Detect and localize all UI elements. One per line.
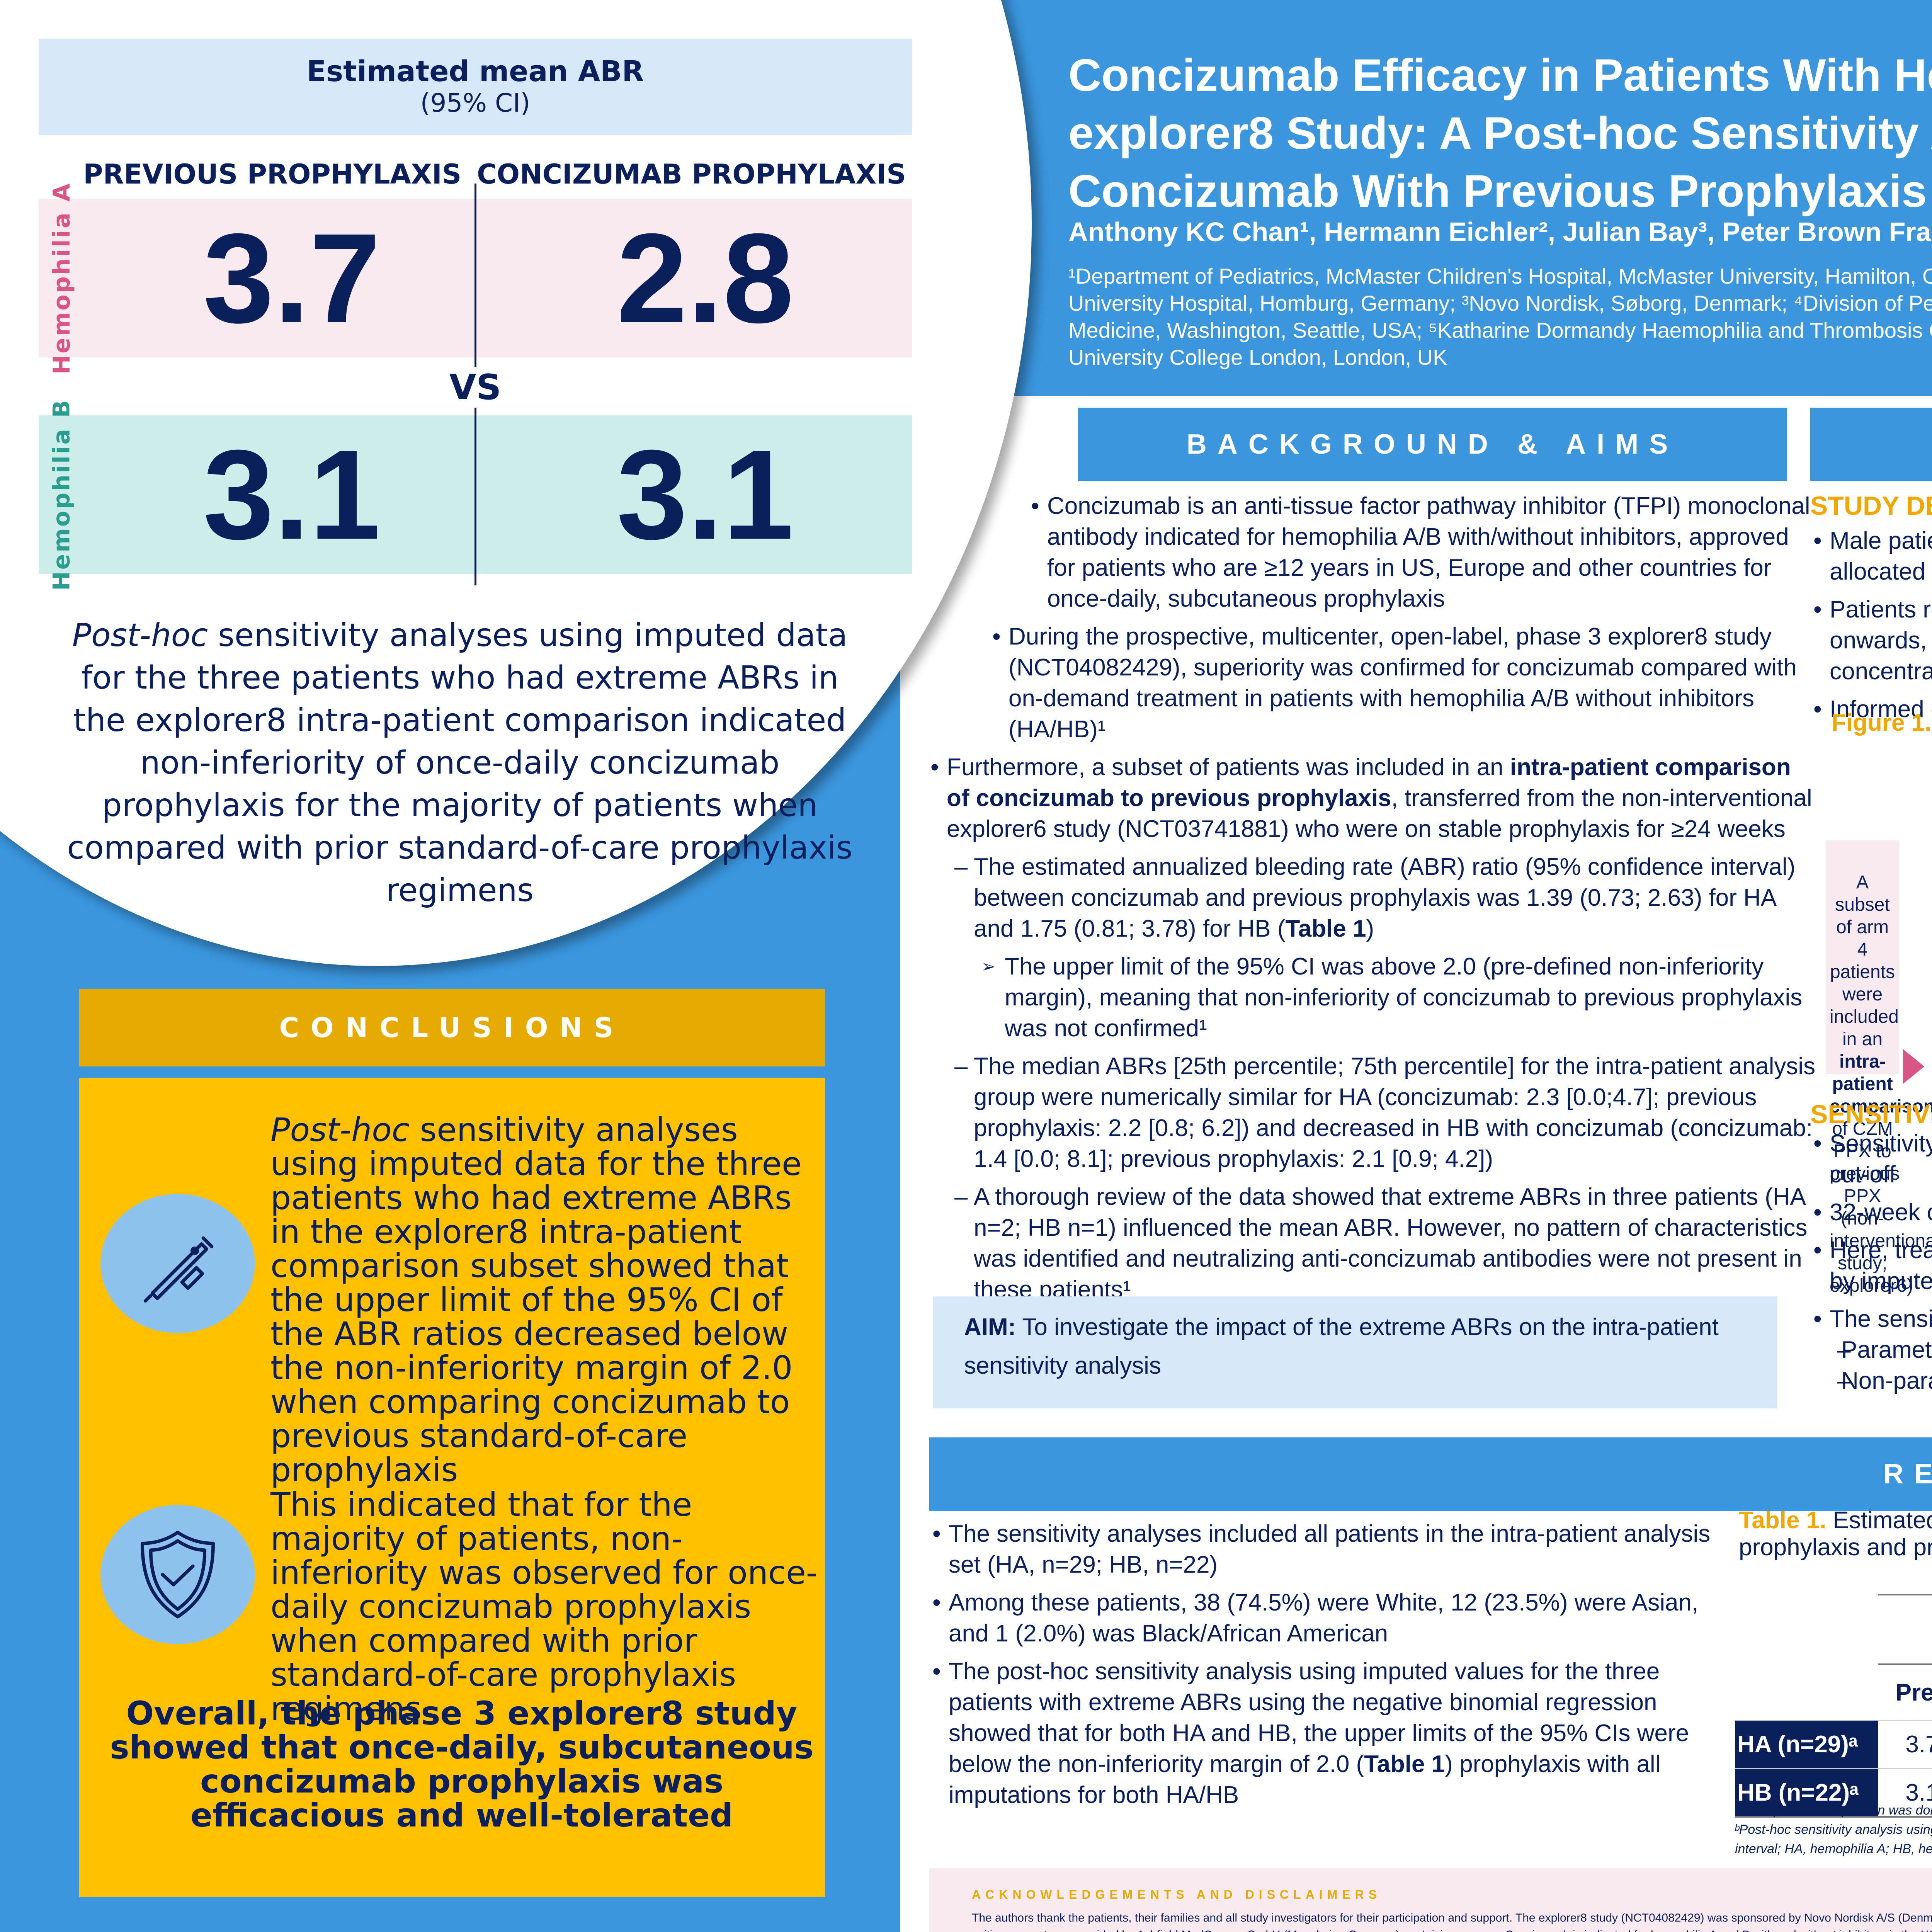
row-label-hb: HB (n=22)ᵃ <box>1735 1768 1878 1818</box>
results-body: The sensitivity analyses included all pa… <box>929 1519 1741 1818</box>
study-design-body: Male patients ≥12 years with HA/HB were … <box>1810 526 1932 732</box>
results-bullet-2: Among these patients, 38 (74.5%) were Wh… <box>929 1587 1741 1649</box>
sensitivity-bullet-3: Here, treated spontaneous and traumatic … <box>1810 1235 1932 1297</box>
row-label-ha: HA (n=29)ᵃ <box>1735 1720 1878 1769</box>
table-row: HA (n=29)ᵃ 3.7 (2.5; 5.4) 5.1 (2.7; 9.7)… <box>1735 1720 1932 1769</box>
sensitivity-bullet-4: The sensitivity analyses were conducted … <box>1810 1304 1932 1335</box>
aim-label: AIM: <box>964 1314 1016 1340</box>
col-previous-prophylaxis: PREVIOUS PROPHYLAXIS <box>83 158 462 190</box>
background-dash-2: The median ABRs [25th percentile; 75th p… <box>927 1051 1816 1175</box>
figure-1-caption: Figure 1. explorer8 study design <box>1832 709 1932 736</box>
shield-check-icon <box>100 1505 255 1644</box>
footnote-a: ᵃ Intra-patient comparison was done in t… <box>1735 1803 1932 1818</box>
figure-1-study-design: Screening (3 weeks) Main part (24–32 wee… <box>1816 740 1932 1296</box>
sensitivity-approach-2: Non-parametric: Wilcoxon signed-rank tes… <box>1810 1366 1932 1396</box>
poster-title: Concizumab Efficacy in Patients With Hem… <box>1068 50 1932 217</box>
study-design-bullet-3: Informed consent and ethics committee ap… <box>1810 694 1932 725</box>
sensitivity-bullet-2: 32-week cut-off was defined as when pati… <box>1810 1197 1932 1228</box>
background-dash-1: The estimated annualized bleeding rate (… <box>927 852 1816 944</box>
footnote-b: ᵇPost-hoc sensitivity analysis using imp… <box>1735 1822 1932 1856</box>
col-concizumab-prophylaxis: CONCIZUMAB PROPHYLAXIS <box>477 158 906 190</box>
background-subpoint: The upper limit of the 95% CI was above … <box>927 951 1816 1044</box>
col-previous-ppx: Previous PPX <box>1878 1663 1932 1720</box>
background-dash-3: A thorough review of the data showed tha… <box>927 1182 1816 1305</box>
author-list: Anthony KC Chan¹, Hermann Eichler², Juli… <box>1068 217 1932 247</box>
hemophilia-b-label: Hemophilia B <box>48 398 75 591</box>
summary-text: sensitivity analyses using imputed data … <box>67 617 853 909</box>
hb-previous-abr: 3.1 <box>203 423 381 566</box>
study-design-heading: STUDY DESIGN <box>1810 491 1932 520</box>
background-bullet-3: Furthermore, a subset of patients was in… <box>927 752 1816 845</box>
methods-heading-bar <box>1810 408 1932 481</box>
background-bullet-2: During the prospective, multicenter, ope… <box>989 621 1816 745</box>
study-design-bullet-1: Male patients ≥12 years with HA/HB were … <box>1810 526 1932 587</box>
aim-box: AIM: To investigate the impact of the ex… <box>933 1296 1777 1408</box>
ha-previous-abr: 3.7 <box>203 207 381 349</box>
table-1: Estimated mean ABR (95% CI) Estimated me… <box>1735 1594 1932 1818</box>
results-bullet-1: The sensitivity analyses included all pa… <box>929 1519 1741 1580</box>
background-bullet-1: Concizumab is an anti-tissue factor path… <box>1028 491 1816 614</box>
abr-panel-header: Estimated mean ABR (95% CI) <box>39 39 912 135</box>
sensitivity-analyses-heading: SENSITIVITY ANALYSES <box>1810 1100 1932 1129</box>
conclusion-item-1: Post-hoc sensitivity analyses using impu… <box>270 1111 802 1489</box>
acknowledgements-heading: ACKNOWLEDGEMENTS AND DISCLAIMERS <box>972 1888 1382 1901</box>
hb-concizumab-abr: 3.1 <box>616 423 794 566</box>
abr-panel-title: Estimated mean ABR <box>306 55 644 88</box>
sensitivity-body: Sensitivity analyses using imputation we… <box>1810 1128 1932 1403</box>
ha-concizumab-abr: 2.8 <box>616 207 794 349</box>
sensitivity-bullet-1: Sensitivity analyses using imputation we… <box>1810 1128 1932 1190</box>
background-aims-heading: BACKGROUND & AIMS <box>1078 408 1787 481</box>
table-column-header: Previous PPX Concizumab PPX ABR ratio (9… <box>1735 1663 1932 1720</box>
study-design-bullet-2: Patients received a 1.0 mg/kg concizumab… <box>1810 594 1932 687</box>
conclusions-heading: CONCLUSIONS <box>79 989 825 1066</box>
group-estimated-mean-abr: Estimated mean ABR (95% CI) <box>1878 1594 1932 1664</box>
acknowledgements-text: The authors thank the patients, their fa… <box>972 1912 1932 1932</box>
injection-pen-icon <box>100 1194 255 1333</box>
acknowledgements: ACKNOWLEDGEMENTS AND DISCLAIMERS The aut… <box>929 1868 1932 1932</box>
abr-column-headers: PREVIOUS PROPHYLAXIS CONCIZUMAB PROPHYLA… <box>39 158 951 190</box>
intra-patient-subset-note: A subset of arm 4 patients were included… <box>1826 840 1932 1296</box>
abr-summary: Post-hoc sensitivity analyses using impu… <box>54 614 866 912</box>
table-1-caption: Table 1. Estimated mean annualized bleed… <box>1739 1507 1932 1561</box>
sensitivity-approach-1: Parametric: Negative binomial regression… <box>1810 1335 1932 1366</box>
arrow-right-icon <box>1903 1049 1924 1084</box>
table-1-footnotes: ᵃ Intra-patient comparison was done in t… <box>1735 1801 1932 1859</box>
conclusions-box: Post-hoc sensitivity analyses using impu… <box>79 1078 825 1897</box>
conclusion-final: Overall, the phase 3 explorer8 study sho… <box>110 1694 814 1834</box>
affiliations: ¹Department of Pediatrics, McMaster Chil… <box>1068 264 1932 369</box>
summary-posthoc: Post-hoc <box>72 617 208 654</box>
conclusion-item-2: This indicated that for the majority of … <box>270 1486 818 1728</box>
abr-panel-subtitle: (95% CI) <box>420 88 531 118</box>
results-heading: RESULTS <box>929 1437 1932 1511</box>
results-bullet-3: The post-hoc sensitivity analysis using … <box>929 1656 1741 1811</box>
vs-label: VS <box>448 367 502 408</box>
table-group-header: Estimated mean ABR (95% CI) Estimated me… <box>1735 1594 1932 1664</box>
aim-text: To investigate the impact of the extreme… <box>964 1314 1719 1379</box>
background-body: Concizumab is an anti-tissue factor path… <box>927 491 1816 1312</box>
hemophilia-a-label: Hemophilia A <box>48 182 76 374</box>
table-row: HB (n=22)ᵃ 3.1 (2.1; 4.6) 5.4 (2.3; 12.9… <box>1735 1768 1932 1818</box>
